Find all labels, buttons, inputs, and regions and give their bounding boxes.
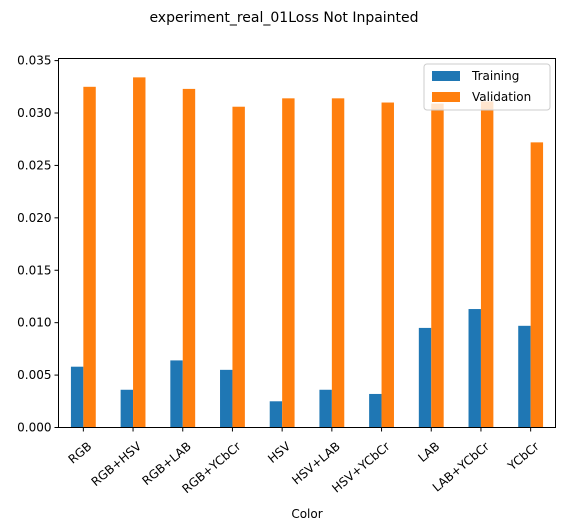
chart-title: experiment_real_01Loss Not Inpainted xyxy=(149,10,418,26)
bar-validation-hsv-ycbcr xyxy=(381,102,394,428)
bar-validation-lab xyxy=(431,103,444,428)
y-tick-label: 0.030 xyxy=(17,106,51,120)
x-axis-label: Color xyxy=(291,507,322,521)
bar-training-rgb-hsv xyxy=(120,389,134,428)
legend-swatch-training xyxy=(432,71,460,81)
bar-training-rgb xyxy=(70,366,84,428)
bar-validation-ycbcr xyxy=(530,142,544,428)
bar-validation-rgb-ycbcr xyxy=(232,106,245,428)
y-tick-label: 0.005 xyxy=(17,368,51,382)
bar-validation-lab-ycbcr xyxy=(480,101,494,428)
y-tick-label: 0.035 xyxy=(17,54,51,68)
bar-training-hsv-ycbcr xyxy=(369,393,382,428)
legend-label-training: Training xyxy=(471,69,519,83)
x-tick-label: YCbCr xyxy=(504,439,541,474)
legend-label-validation: Validation xyxy=(472,90,531,104)
legend: Training Validation xyxy=(423,63,551,111)
plot-frame xyxy=(58,58,556,428)
x-tick-label: RGB xyxy=(66,439,95,466)
bar-validation-hsv-lab xyxy=(331,98,345,428)
bar-validation-rgb-lab xyxy=(182,88,196,428)
bar-validation-hsv xyxy=(282,98,295,428)
bar-training-rgb-ycbcr xyxy=(220,369,233,428)
bar-training-hsv xyxy=(269,401,283,428)
x-tick-label: RGB+HSV xyxy=(89,439,145,489)
bar-training-rgb-lab xyxy=(170,360,183,428)
bar-training-lab xyxy=(418,327,432,428)
bar-validation-rgb-hsv xyxy=(133,77,146,428)
bar-validation-rgb xyxy=(83,86,96,428)
y-axis: 0.000 0.005 0.010 0.015 0.020 0.025 0.030 0.035 xyxy=(17,54,59,435)
y-tick-label: 0.025 xyxy=(17,158,51,172)
y-tick-label: 0.010 xyxy=(17,316,51,330)
y-tick-label: 0.020 xyxy=(17,211,51,225)
bar-training-ycbcr xyxy=(518,325,531,428)
bar-training-hsv-lab xyxy=(319,389,332,428)
y-tick-label: 0.015 xyxy=(17,263,51,277)
x-tick-label: HSV xyxy=(265,439,294,466)
legend-swatch-validation xyxy=(432,92,460,102)
bars-group xyxy=(70,77,544,428)
y-tick-label: 0.000 xyxy=(17,421,51,435)
x-tick-label: LAB xyxy=(415,439,442,465)
bar-training-lab-ycbcr xyxy=(468,309,481,428)
